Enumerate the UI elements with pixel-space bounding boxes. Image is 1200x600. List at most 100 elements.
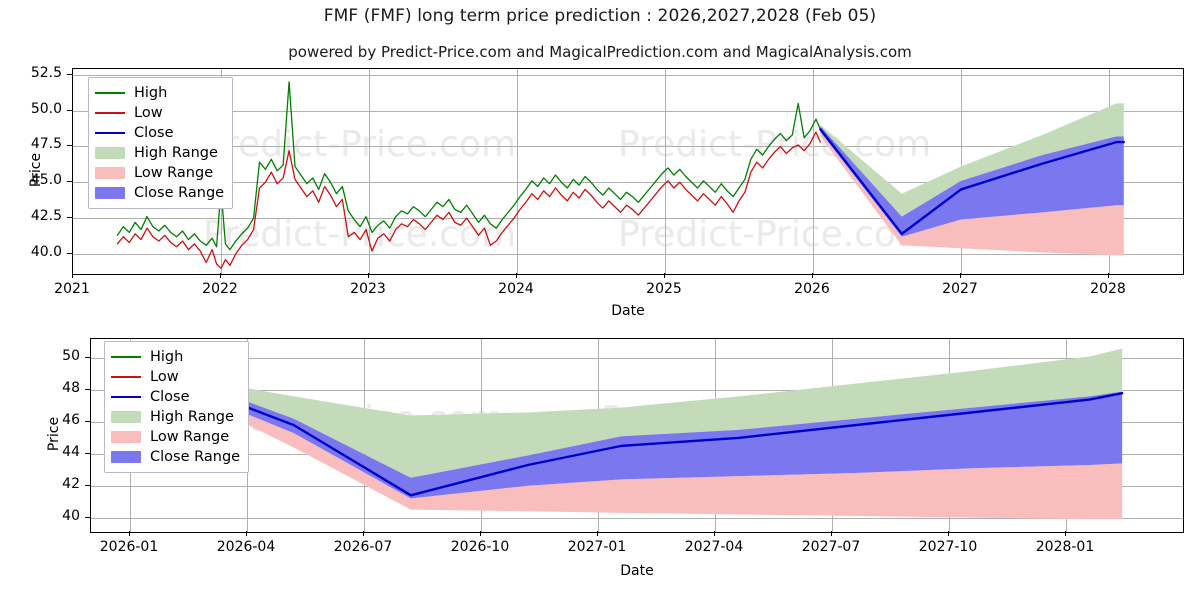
x-axis-tick-label: 2023 xyxy=(318,281,418,297)
y-axis-tick-label: 46 xyxy=(26,412,80,428)
top-chart-x-axis-label: Date xyxy=(72,303,1184,319)
x-axis-tick-label: 2024 xyxy=(466,281,566,297)
y-tick-mark xyxy=(85,421,90,422)
legend-swatch-line-icon xyxy=(95,87,125,100)
y-axis-tick-label: 45.0 xyxy=(8,172,62,188)
x-axis-tick-label: 2026-04 xyxy=(196,539,296,555)
x-axis-tick-label: 2027-07 xyxy=(781,539,881,555)
x-tick-mark xyxy=(363,531,364,536)
x-axis-tick-label: 2022 xyxy=(170,281,270,297)
legend-item-label: Low Range xyxy=(150,430,229,445)
x-axis-tick-label: 2026-01 xyxy=(79,539,179,555)
y-tick-mark xyxy=(85,389,90,390)
y-axis-tick-label: 50 xyxy=(26,348,80,364)
y-tick-mark xyxy=(85,357,90,358)
y-tick-mark xyxy=(85,453,90,454)
legend-item-low: Low xyxy=(111,367,240,387)
x-tick-mark xyxy=(516,273,517,278)
y-axis-tick-label: 40.0 xyxy=(8,244,62,260)
bottom-chart-legend: High Low Close High Range Low Range Close Ran… xyxy=(104,341,249,473)
x-tick-mark xyxy=(1065,531,1066,536)
legend-item-label: Close Range xyxy=(150,450,240,465)
y-tick-mark xyxy=(67,110,72,111)
legend-item-high-range: High Range xyxy=(95,143,224,163)
y-tick-mark xyxy=(85,485,90,486)
top-chart-series xyxy=(73,69,1183,274)
x-tick-mark xyxy=(480,531,481,536)
legend-swatch-line-icon xyxy=(111,371,141,384)
legend-swatch-patch-icon xyxy=(95,147,125,159)
legend-item-high-range: High Range xyxy=(111,407,240,427)
legend-item-close: Close xyxy=(111,387,240,407)
x-axis-tick-label: 2026-07 xyxy=(313,539,413,555)
x-tick-mark xyxy=(220,273,221,278)
y-tick-mark xyxy=(67,253,72,254)
x-tick-mark xyxy=(368,273,369,278)
x-tick-mark xyxy=(129,531,130,536)
y-tick-mark xyxy=(67,181,72,182)
y-tick-mark xyxy=(67,217,72,218)
legend-swatch-patch-icon xyxy=(111,451,141,463)
legend-item-label: Low xyxy=(134,106,163,121)
x-axis-tick-label: 2026-10 xyxy=(430,539,530,555)
legend-item-label: Low xyxy=(150,370,179,385)
x-axis-tick-label: 2027-04 xyxy=(664,539,764,555)
x-axis-tick-label: 2026 xyxy=(762,281,862,297)
bottom-chart-plot-area: Predict-Price.comPredict-Price.com xyxy=(90,338,1184,533)
y-axis-tick-label: 40 xyxy=(26,508,80,524)
legend-item-high: High xyxy=(95,83,224,103)
y-tick-mark xyxy=(67,74,72,75)
bottom-chart-x-axis-label: Date xyxy=(90,563,1184,579)
legend-item-label: Close xyxy=(150,390,190,405)
legend-item-label: High Range xyxy=(134,146,218,161)
legend-swatch-patch-icon xyxy=(95,187,125,199)
top-chart-legend: High Low Close High Range Low Range Close Ran… xyxy=(88,77,233,209)
x-axis-tick-label: 2027-10 xyxy=(898,539,998,555)
x-axis-tick-label: 2025 xyxy=(614,281,714,297)
legend-swatch-patch-icon xyxy=(111,431,141,443)
y-axis-tick-label: 44 xyxy=(26,444,80,460)
x-axis-tick-label: 2028-01 xyxy=(1015,539,1115,555)
legend-item-high: High xyxy=(111,347,240,367)
y-axis-tick-label: 42 xyxy=(26,476,80,492)
legend-swatch-patch-icon xyxy=(111,411,141,423)
top-chart-plot-area: Predict-Price.comPredict-Price.comPredic… xyxy=(72,68,1184,275)
x-tick-mark xyxy=(72,273,73,278)
y-axis-tick-label: 47.5 xyxy=(8,136,62,152)
x-tick-mark xyxy=(948,531,949,536)
x-axis-tick-label: 2028 xyxy=(1058,281,1158,297)
legend-swatch-line-icon xyxy=(95,107,125,120)
legend-item-close: Close xyxy=(95,123,224,143)
legend-item-label: High xyxy=(134,86,167,101)
x-axis-tick-label: 2027-01 xyxy=(547,539,647,555)
x-tick-mark xyxy=(246,531,247,536)
legend-item-low: Low xyxy=(95,103,224,123)
y-axis-tick-label: 48 xyxy=(26,380,80,396)
x-tick-mark xyxy=(664,273,665,278)
legend-item-label: Close xyxy=(134,126,174,141)
legend-swatch-line-icon xyxy=(95,127,125,140)
y-tick-mark xyxy=(67,145,72,146)
x-tick-mark xyxy=(714,531,715,536)
legend-item-label: High xyxy=(150,350,183,365)
x-tick-mark xyxy=(831,531,832,536)
legend-item-label: Low Range xyxy=(134,166,213,181)
legend-item-label: Close Range xyxy=(134,186,224,201)
legend-swatch-line-icon xyxy=(111,391,141,404)
legend-swatch-line-icon xyxy=(111,351,141,364)
x-tick-mark xyxy=(597,531,598,536)
x-tick-mark xyxy=(960,273,961,278)
page-title: FMF (FMF) long term price prediction : 2… xyxy=(0,6,1200,26)
legend-item-low-range: Low Range xyxy=(111,427,240,447)
legend-item-low-range: Low Range xyxy=(95,163,224,183)
chart-page: FMF (FMF) long term price prediction : 2… xyxy=(0,0,1200,600)
x-axis-tick-label: 2021 xyxy=(22,281,122,297)
y-axis-tick-label: 42.5 xyxy=(8,208,62,224)
legend-item-close-range: Close Range xyxy=(111,447,240,467)
legend-swatch-patch-icon xyxy=(95,167,125,179)
bottom-chart-series xyxy=(91,339,1183,532)
legend-item-label: High Range xyxy=(150,410,234,425)
y-axis-tick-label: 52.5 xyxy=(8,65,62,81)
x-tick-mark xyxy=(812,273,813,278)
y-tick-mark xyxy=(85,517,90,518)
